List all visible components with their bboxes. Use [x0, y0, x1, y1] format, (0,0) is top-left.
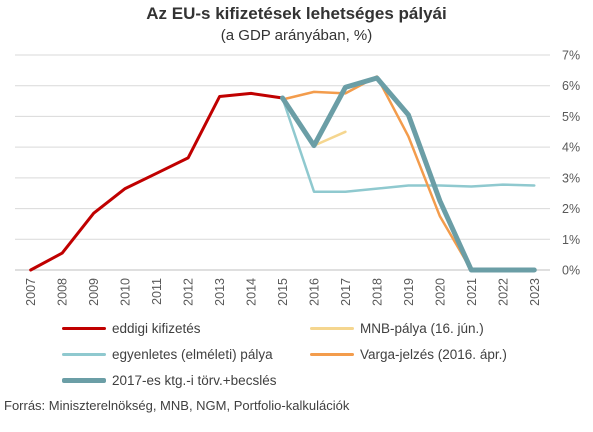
y-tick-label: 3% [562, 171, 580, 185]
x-tick-label: 2013 [213, 278, 227, 306]
y-tick-label: 7% [562, 49, 580, 63]
y-tick-label: 5% [562, 110, 580, 124]
legend-item-egyenletes: egyenletes (elméleti) pálya [62, 344, 273, 364]
x-tick-label: 2010 [119, 278, 133, 306]
legend-label-varga: Varga-jelzés (2016. ápr.) [360, 346, 507, 362]
legend-item-mnb: MNB-pálya (16. jún.) [310, 318, 484, 338]
legend-label-2017: 2017-es ktg.-i törv.+becslés [112, 372, 277, 388]
legend-item-varga: Varga-jelzés (2016. ápr.) [310, 344, 507, 364]
y-tick-label: 1% [562, 233, 580, 247]
y-tick-label: 0% [562, 264, 580, 278]
x-tick-label: 2012 [182, 278, 196, 306]
series-line-4 [280, 75, 537, 273]
chart-subtitle: (a GDP arányában, %) [220, 27, 373, 44]
x-tick-label: 2015 [276, 278, 290, 306]
series-line-2 [281, 96, 536, 193]
x-tick-label: 2008 [56, 278, 70, 306]
x-tick-label: 2009 [87, 278, 101, 306]
legend-item-eddigi: eddigi kifizetés [62, 318, 201, 338]
x-tick-label: 2020 [433, 278, 447, 306]
x-tick-label: 2011 [150, 278, 164, 305]
legend-label-mnb: MNB-pálya (16. jún.) [360, 320, 484, 336]
x-tick-label: 2014 [245, 278, 259, 306]
x-tick-label: 2007 [24, 278, 38, 306]
legend-swatch-egyenletes [62, 352, 106, 356]
x-tick-label: 2018 [370, 278, 384, 306]
x-tick-label: 2022 [496, 278, 510, 306]
x-tick-label: 2016 [307, 278, 321, 306]
legend-label-eddigi: eddigi kifizetés [112, 320, 201, 336]
series-line-0 [29, 91, 284, 272]
y-tick-label: 4% [562, 141, 580, 155]
source-note: Forrás: Miniszterelnökség, MNB, NGM, Por… [4, 398, 350, 413]
legend-swatch-2017 [62, 377, 106, 383]
x-tick-label: 2023 [528, 278, 542, 306]
legend-swatch-varga [310, 352, 354, 356]
series-line-1 [312, 130, 347, 147]
legend-swatch-mnb [310, 326, 354, 330]
legend-item-2017: 2017-es ktg.-i törv.+becslés [62, 370, 276, 390]
series-line-3 [281, 75, 536, 272]
x-tick-label: 2017 [339, 278, 353, 306]
x-tick-label: 2019 [402, 278, 416, 306]
y-tick-label: 2% [562, 202, 580, 216]
legend-label-egyenletes: egyenletes (elméleti) pálya [112, 346, 273, 362]
chart-title: Az EU-s kifizetések lehetséges pályái [146, 4, 447, 23]
y-tick-label: 6% [562, 79, 580, 93]
legend-swatch-eddigi [62, 326, 106, 330]
x-tick-label: 2021 [465, 278, 479, 306]
